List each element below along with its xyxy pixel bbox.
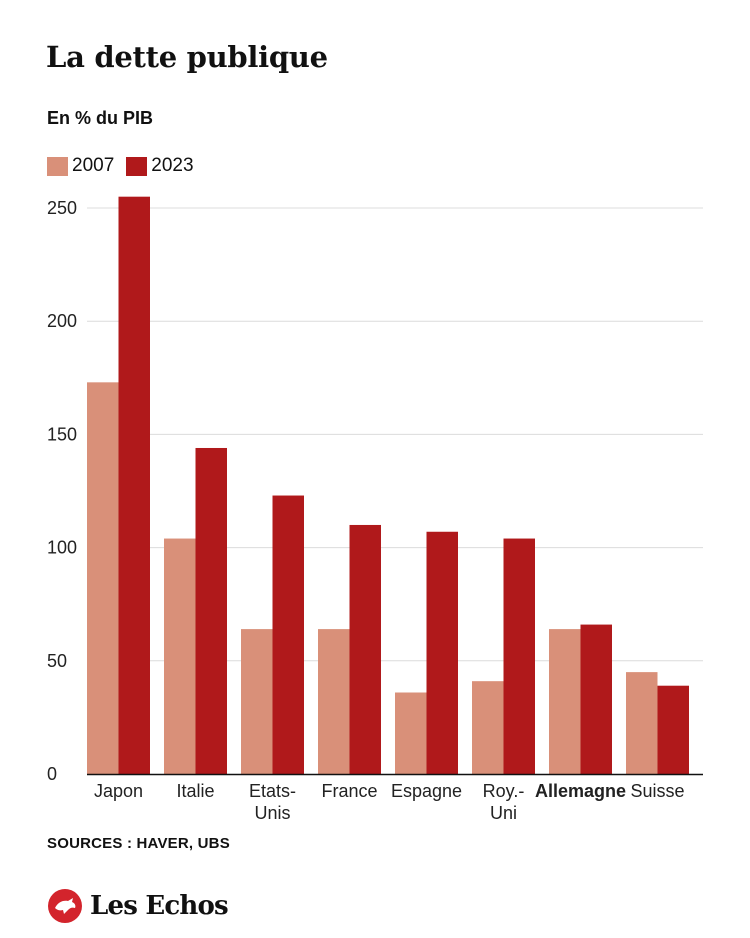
bar-2007-1 (164, 538, 196, 774)
chart-subtitle: En % du PIB (47, 108, 154, 128)
logo-emblem-icon (48, 889, 82, 923)
y-tick-label-200: 200 (47, 311, 77, 331)
legend-label-2023: 2023 (151, 155, 194, 176)
bar-2023-1 (195, 447, 227, 774)
bar-2023-0 (118, 196, 150, 774)
bar-chart: 0 50 100 150 200 250 Japon Italie Etats-Unis Fran… (47, 196, 703, 823)
x-tick-label-2: Etats-Unis (249, 781, 296, 823)
les-echos-logo: Les Echos (48, 889, 229, 923)
y-tick-label-250: 250 (47, 198, 77, 218)
y-tick-label-50: 50 (47, 651, 67, 671)
bar-2023-6 (580, 624, 612, 774)
bar-2023-7 (657, 685, 689, 774)
x-tick-label-line: Allemagne (535, 781, 626, 801)
bar-2007-7 (626, 672, 658, 774)
bar-2007-5 (472, 681, 504, 774)
bar-2023-4 (426, 531, 458, 774)
legend-swatch-2023 (126, 156, 148, 176)
x-tick-label-line: Uni (490, 803, 517, 823)
legend: 2007 2023 (47, 155, 206, 177)
x-tick-label-line: Espagne (391, 781, 462, 801)
x-tick-label-line: Italie (176, 781, 214, 801)
bar-2007-4 (395, 692, 427, 774)
y-tick-label-0: 0 (47, 764, 57, 784)
bar-2007-3 (318, 629, 350, 774)
x-tick-label-7: Suisse (630, 781, 684, 801)
x-tick-label-line: France (321, 781, 377, 801)
bar-2023-3 (349, 524, 381, 774)
x-tick-label-line: Unis (254, 803, 290, 823)
x-tick-label-3: France (321, 781, 377, 801)
x-tick-label-4: Espagne (391, 781, 462, 801)
bar-2023-5 (503, 538, 535, 774)
x-tick-label-6: Allemagne (535, 781, 626, 801)
bar-2007-2 (241, 629, 273, 774)
legend-label-2007: 2007 (72, 155, 115, 176)
bar-2007-0 (87, 382, 119, 774)
legend-item-2007: 2007 (47, 155, 114, 177)
legend-item-2023: 2023 (126, 155, 194, 177)
x-tick-label-line: Japon (94, 781, 143, 801)
x-tick-label-line: Suisse (630, 781, 684, 801)
y-tick-label-100: 100 (47, 538, 77, 558)
y-tick-label-150: 150 (47, 424, 77, 444)
x-tick-label-line: Roy.- (483, 781, 525, 801)
x-tick-label-5: Roy.-Uni (483, 781, 525, 823)
x-tick-label-line: Etats- (249, 781, 296, 801)
x-tick-label-0: Japon (94, 781, 143, 801)
bar-2023-2 (272, 495, 304, 774)
legend-swatch-2007 (47, 156, 68, 176)
x-tick-label-1: Italie (176, 781, 214, 801)
sources-note: SOURCES : HAVER, UBS (47, 835, 230, 852)
chart-title: La dette publique (46, 40, 328, 74)
bar-2007-6 (549, 629, 581, 774)
logo-wordmark: Les Echos (90, 891, 229, 921)
